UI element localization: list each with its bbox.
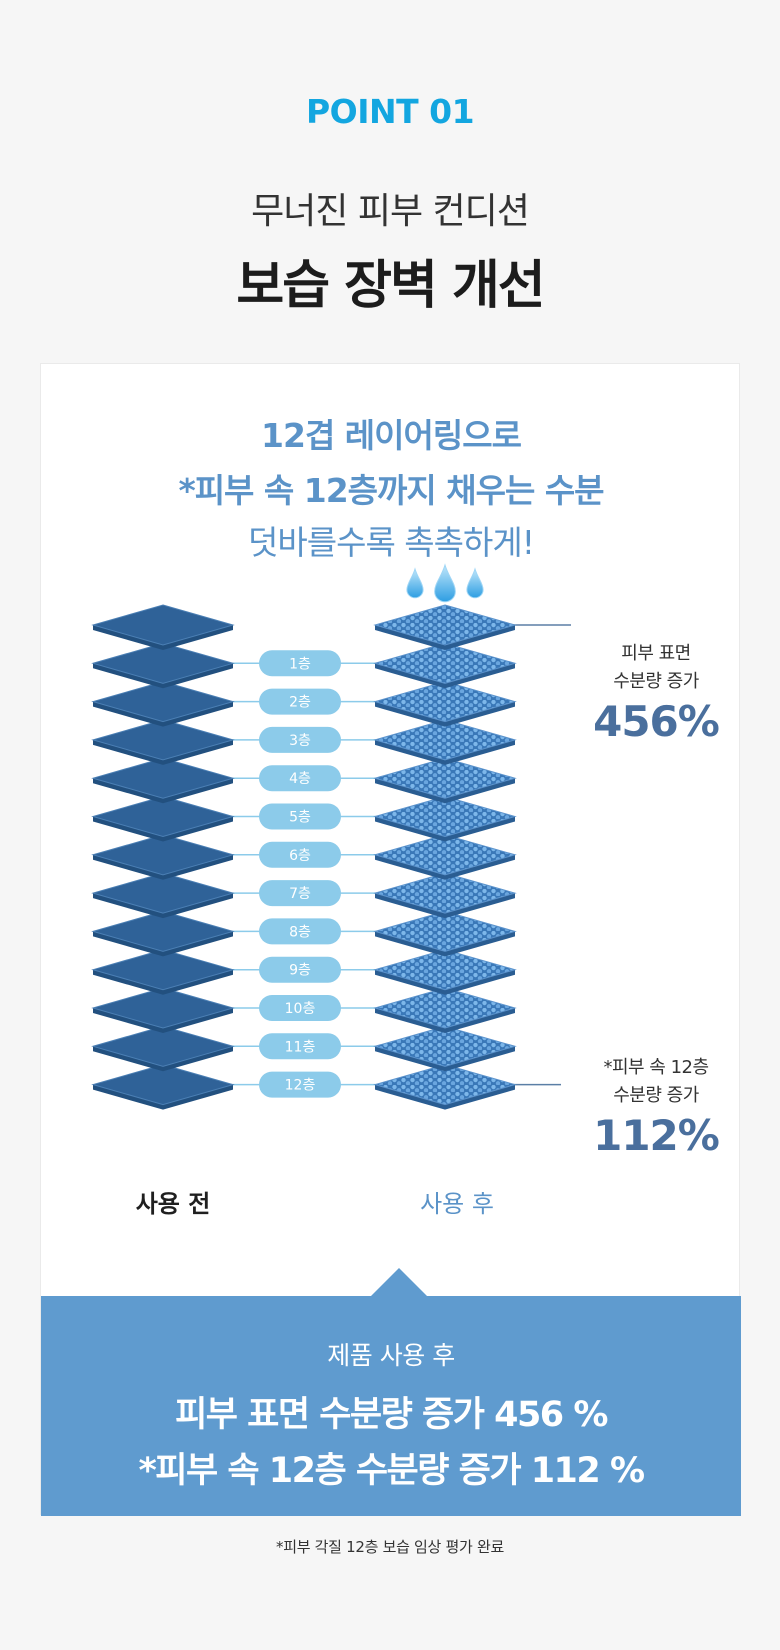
water-drop-icon (466, 567, 484, 599)
layer-pill-label: 6층 (289, 848, 311, 864)
headline-moisture: *피부 속 12층까지 채우는 수분 (178, 471, 604, 510)
surface-moisture-value: 456% (593, 697, 720, 746)
layer-pill-label: 1층 (289, 656, 311, 672)
layer-pill: 7층 (259, 880, 341, 907)
layer-pill-label: 9층 (289, 963, 311, 979)
banner-caption: 제품 사용 후 (327, 1341, 455, 1370)
headline-reapply: 덧바를수록 촉촉하게! (248, 523, 535, 562)
before-layer-plate (91, 987, 235, 1033)
layer-diagram: 1층 2층 3층 4층 5층 6층 7층 8층 9층 10층 11층 12층 (91, 563, 571, 1110)
layer-pill: 5층 (259, 803, 341, 830)
section-subtitle: 무너진 피부 컨디션 (251, 191, 530, 232)
before-layer-plate (91, 795, 235, 842)
after-layer-plate (373, 834, 517, 880)
result-banner: 제품 사용 후 피부 표면 수분량 증가 456 % *피부 속 12층 수분량… (41, 1296, 741, 1516)
after-layer-plate (373, 681, 517, 727)
layer-pill: 6층 (259, 841, 341, 868)
after-layer-plate (373, 872, 517, 919)
headline-layering: 12겹 레이어링으로 (261, 416, 522, 455)
layer-pill: 2층 (259, 688, 341, 715)
after-layer-plate (373, 987, 517, 1033)
layer-pill-label: 10층 (285, 1001, 316, 1017)
layer-pill: 11층 (259, 1033, 341, 1060)
after-layer-plate (373, 795, 517, 842)
banner-notch (369, 1268, 429, 1298)
layering-card: 12겹 레이어링으로 *피부 속 12층까지 채우는 수분 덧바를수록 촉촉하게… (40, 363, 741, 1516)
before-layer-plate (91, 1064, 235, 1110)
before-layer-plate (91, 757, 235, 804)
point-label: POINT 01 (305, 92, 475, 131)
after-layer-plate (373, 604, 517, 650)
layer-pill-label: 5층 (289, 810, 311, 826)
before-layer-plate (91, 719, 235, 765)
banner-deep-result: *피부 속 12층 수분량 증가 112 % (138, 1451, 645, 1491)
deep-annotation-line1: *피부 속 12층 (603, 1057, 709, 1078)
layer-pill-label: 11층 (285, 1039, 316, 1055)
layer-pill: 12층 (259, 1071, 341, 1098)
after-layer-plate (373, 757, 517, 804)
before-layer-plate (91, 642, 235, 689)
layer-pill-label: 4층 (289, 771, 311, 787)
layer-pill: 10층 (259, 995, 341, 1021)
before-layer-plate (91, 949, 235, 995)
before-layer-plate (91, 1025, 235, 1072)
before-layer-plate (91, 681, 235, 727)
layer-pill-label: 2층 (289, 695, 311, 711)
after-layer-plate (373, 642, 517, 689)
before-layer-plate (91, 910, 235, 957)
deep-moisture-value: 112% (593, 1111, 720, 1160)
layer-pill: 9층 (259, 956, 341, 983)
layer-pill-label: 7층 (289, 886, 311, 902)
surface-annotation-line1: 피부 표면 (621, 643, 691, 664)
surface-moisture-annotation: 피부 표면 수분량 증가 456% (571, 640, 741, 748)
banner-surface-result: 피부 표면 수분량 증가 456 % (175, 1395, 608, 1435)
surface-annotation-line2: 수분량 증가 (613, 671, 699, 692)
layer-pill: 3층 (259, 726, 341, 753)
layer-pill: 1층 (259, 650, 341, 677)
water-drop-icon (434, 563, 456, 603)
deep-moisture-annotation: *피부 속 12층 수분량 증가 112% (571, 1054, 741, 1162)
layer-pill: 8층 (259, 918, 341, 945)
after-label: 사용 후 (420, 1190, 494, 1218)
clinical-footnote: *피부 각질 12층 보습 임상 평가 완료 (276, 1538, 504, 1556)
after-layer-plate (373, 719, 517, 765)
after-layer-plate (373, 1025, 517, 1072)
layer-pill-label: 8층 (289, 924, 311, 940)
deep-annotation-line2: 수분량 증가 (613, 1085, 699, 1106)
after-layer-plate (373, 910, 517, 957)
layer-pill-label: 3층 (289, 733, 311, 749)
after-layer-plate (373, 949, 517, 995)
layer-pill: 4층 (259, 765, 341, 792)
before-layer-plate (91, 834, 235, 880)
after-layer-plate (373, 1064, 517, 1110)
layer-pill-label: 12층 (285, 1078, 316, 1094)
before-label: 사용 전 (135, 1190, 211, 1218)
before-layer-plate (91, 604, 235, 650)
section-title: 보습 장벽 개선 (236, 256, 545, 316)
water-drop-icon (406, 567, 424, 599)
before-layer-plate (91, 872, 235, 919)
